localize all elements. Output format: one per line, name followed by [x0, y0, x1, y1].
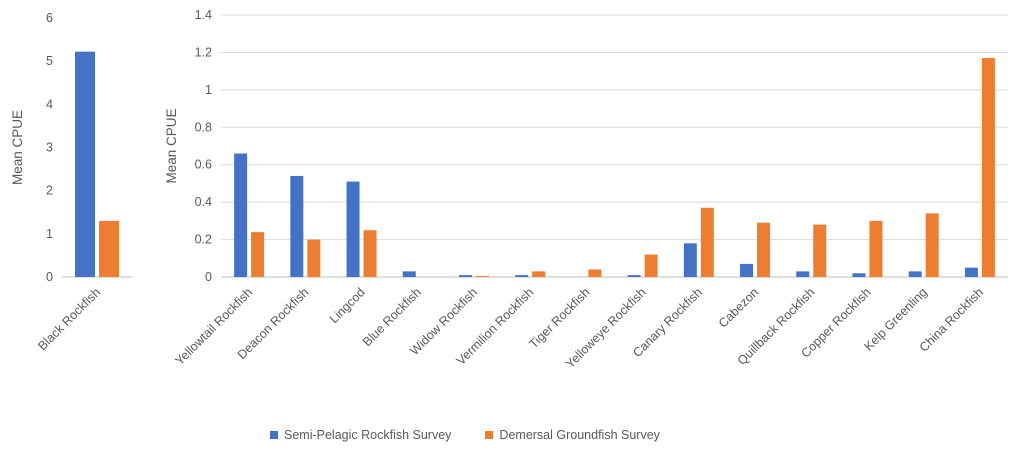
bar-lingcod-series-1	[346, 181, 360, 277]
x-tick-label-black-rockfish: Black Rockfish	[35, 285, 103, 353]
bar-tiger-rockfish-series-2	[588, 269, 602, 277]
y-tick-label-1-0: 0	[205, 270, 212, 284]
legend-swatch-blue	[270, 431, 278, 439]
y-tick-label-1-4: 0.8	[195, 120, 212, 134]
bar-kelp-greenling-series-1	[908, 271, 922, 277]
bar-deacon-rockfish-series-2	[307, 239, 321, 277]
bar-widow-rockfish-series-2	[475, 276, 489, 277]
y-tick-label-1-2: 0.4	[195, 195, 212, 209]
bar-cabezon-series-2	[757, 222, 771, 277]
bar-china-rockfish-series-1	[964, 267, 978, 277]
bar-china-rockfish-series-2	[981, 58, 995, 277]
legend-item-demersal: Demersal Groundfish Survey	[485, 428, 660, 442]
bar-yellowtail-rockfish-series-1	[234, 153, 248, 277]
legend-swatch-orange	[485, 431, 494, 439]
x-tick-label-cabezon: Cabezon	[716, 285, 761, 330]
y-tick-label-0-1: 1	[46, 227, 53, 241]
bar-copper-rockfish-series-2	[869, 220, 883, 277]
bar-lingcod-series-2	[363, 230, 377, 277]
legend-label-semi-pelagic: Semi-Pelagic Rockfish Survey	[284, 428, 452, 442]
y-tick-label-0-4: 4	[46, 97, 53, 111]
y-tick-label-0-3: 3	[46, 141, 53, 155]
bar-yelloweye-rockfish-series-2	[644, 254, 658, 277]
y-tick-label-1-6: 1.2	[195, 45, 212, 59]
y-tick-label-0-0: 0	[46, 270, 53, 284]
bar-blue-rockfish-series-1	[402, 271, 416, 277]
bar-quillback-rockfish-series-1	[796, 271, 810, 277]
y-tick-label-0-6: 6	[46, 11, 53, 25]
bar-deacon-rockfish-series-1	[290, 175, 304, 277]
y-tick-label-0-2: 2	[46, 184, 53, 198]
bar-vermilion-rockfish-series-2	[532, 271, 546, 277]
bar-yellowtail-rockfish-series-2	[251, 232, 265, 277]
bar-canary-rockfish-series-1	[683, 243, 697, 277]
bar-canary-rockfish-series-2	[700, 207, 714, 277]
legend-label-demersal: Demersal Groundfish Survey	[499, 428, 660, 442]
chart-legend: Semi-Pelagic Rockfish Survey Demersal Gr…	[270, 428, 660, 442]
legend-item-semi-pelagic: Semi-Pelagic Rockfish Survey	[270, 428, 451, 442]
y-tick-label-1-1: 0.2	[195, 233, 212, 247]
bar-cabezon-series-1	[740, 263, 754, 277]
y-tick-label-0-5: 5	[46, 54, 53, 68]
bar-yelloweye-rockfish-series-1	[627, 275, 641, 277]
bar-copper-rockfish-series-1	[852, 273, 866, 277]
y-axis-label-1: Mean CPUE	[164, 108, 179, 183]
bar-kelp-greenling-series-2	[925, 213, 939, 277]
y-tick-label-1-3: 0.6	[195, 158, 212, 172]
x-tick-label-lingcod: Lingcod	[327, 285, 368, 326]
bar-quillback-rockfish-series-2	[813, 224, 827, 277]
y-tick-label-1-5: 1	[205, 83, 212, 97]
bar-vermilion-rockfish-series-1	[515, 275, 529, 277]
y-axis-label-0: Mean CPUE	[10, 110, 25, 185]
bar-black-rockfish-series-2	[99, 220, 119, 277]
bar-black-rockfish-series-1	[75, 51, 95, 277]
bar-widow-rockfish-series-1	[458, 275, 472, 277]
y-tick-label-1-7: 1.4	[195, 8, 212, 22]
x-tick-label-blue-rockfish: Blue Rockfish	[360, 285, 424, 349]
